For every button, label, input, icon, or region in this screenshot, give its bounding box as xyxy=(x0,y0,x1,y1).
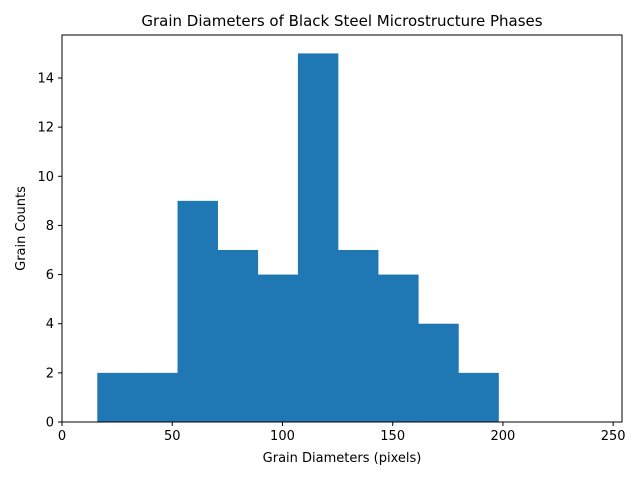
y-tick-label: 6 xyxy=(46,268,54,283)
histogram-bar xyxy=(137,372,178,422)
histogram-bar xyxy=(378,274,419,422)
histogram-bar xyxy=(418,323,459,422)
plot-frame xyxy=(61,34,623,423)
y-axis-ticks: 0 2 4 6 8 10 12 14 xyxy=(37,72,62,431)
y-tick-label: 8 xyxy=(46,219,54,234)
histogram-bar xyxy=(297,53,339,423)
x-tick-label: 50 xyxy=(164,429,181,444)
chart-title: Grain Diameters of Black Steel Microstru… xyxy=(141,12,542,30)
histogram-bar xyxy=(338,250,379,422)
x-tick-label: 100 xyxy=(270,429,295,444)
y-tick-label: 4 xyxy=(46,317,54,332)
histogram-bar xyxy=(217,250,259,422)
histogram-bar xyxy=(97,372,138,422)
y-tick-label: 10 xyxy=(37,170,54,185)
y-tick-label: 2 xyxy=(46,366,54,381)
x-axis-label: Grain Diameters (pixels) xyxy=(263,451,422,466)
x-tick-label: 0 xyxy=(58,429,66,444)
histogram-bar xyxy=(458,372,499,422)
x-tick-label: 150 xyxy=(380,429,405,444)
x-axis-ticks: 0 50 100 150 200 250 xyxy=(58,422,626,444)
x-tick-label: 200 xyxy=(491,429,516,444)
bars-group xyxy=(97,53,499,423)
y-tick-label: 0 xyxy=(46,416,54,431)
y-tick-label: 14 xyxy=(37,72,54,87)
y-tick-label: 12 xyxy=(37,121,54,136)
y-axis-label: Grain Counts xyxy=(14,186,29,271)
x-tick-label: 250 xyxy=(601,429,626,444)
histogram-bar xyxy=(257,274,299,422)
histogram-bar xyxy=(177,200,218,422)
